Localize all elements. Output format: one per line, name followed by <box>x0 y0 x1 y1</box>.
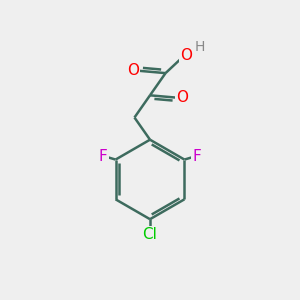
Text: F: F <box>192 148 201 164</box>
Text: O: O <box>127 63 139 78</box>
Text: O: O <box>180 48 192 63</box>
Text: H: H <box>194 40 205 54</box>
Text: Cl: Cl <box>142 227 158 242</box>
Text: F: F <box>99 148 108 164</box>
Text: O: O <box>176 90 188 105</box>
